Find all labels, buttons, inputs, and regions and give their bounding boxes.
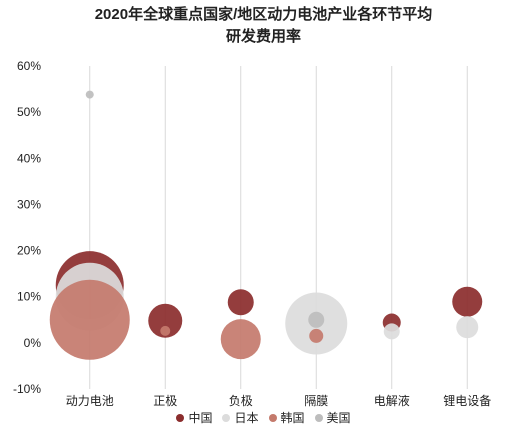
grid-lines	[89, 66, 468, 389]
y-tick-label: 10%	[17, 290, 41, 304]
y-tick-label: 60%	[17, 59, 41, 73]
x-axis-ticks: 动力电池 正极 负极 隔膜 电解液 锂电设备	[66, 393, 492, 408]
legend-label: 日本	[234, 411, 259, 425]
x-tick-label: 负极	[229, 394, 253, 408]
y-tick-label: 0%	[24, 336, 42, 350]
legend-marker	[176, 413, 185, 422]
legend: 中国 日本 韩国 美国	[0, 409, 527, 426]
bubble-中国-负极	[227, 289, 254, 316]
bubble-韩国-负极	[220, 319, 261, 360]
y-tick-label: 30%	[17, 197, 41, 211]
bubble-日本-锂电设备	[456, 316, 479, 339]
x-tick-label: 锂电设备	[443, 393, 491, 408]
chart-title-line-1: 2020年全球重点国家/地区动力电池产业各环节平均	[94, 6, 433, 23]
legend-item: 美国	[314, 409, 351, 426]
bubble-美国-动力电池	[85, 90, 94, 99]
bubble-韩国-动力电池	[49, 279, 130, 360]
legend-label: 中国	[188, 411, 213, 425]
bubble-韩国-隔膜	[309, 328, 324, 343]
y-tick-label: 50%	[17, 105, 41, 119]
legend-marker	[268, 413, 277, 422]
bubble-韩国-正极	[160, 325, 171, 336]
chart-title: 2020年全球重点国家/地区动力电池产业各环节平均 研发费用率	[0, 4, 527, 48]
bubble-日本-电解液	[383, 323, 400, 340]
y-tick-label: 20%	[17, 244, 41, 258]
y-axis-ticks: -10% 0% 10% 20% 30% 40% 50% 60%	[13, 59, 41, 396]
x-tick-label: 电解液	[374, 393, 410, 408]
y-tick-label: 40%	[17, 151, 41, 165]
legend-marker	[314, 413, 323, 422]
legend-label: 美国	[326, 411, 351, 425]
bubble-中国-锂电设备	[452, 286, 483, 317]
chart-title-line-2: 研发费用率	[225, 28, 301, 45]
legend-item: 中国	[176, 409, 212, 426]
legend-label: 韩国	[280, 411, 305, 425]
bubble-中国-正极	[148, 303, 183, 338]
x-tick-label: 动力电池	[66, 394, 114, 408]
x-tick-label: 隔膜	[304, 394, 328, 408]
legend-marker	[222, 413, 231, 422]
x-tick-label: 正极	[153, 394, 177, 408]
y-tick-label: -10%	[13, 382, 41, 396]
bubbles	[49, 90, 483, 360]
legend-item: 韩国	[268, 409, 305, 426]
legend-item: 日本	[222, 409, 259, 426]
bubble-美国-隔膜	[308, 311, 325, 328]
